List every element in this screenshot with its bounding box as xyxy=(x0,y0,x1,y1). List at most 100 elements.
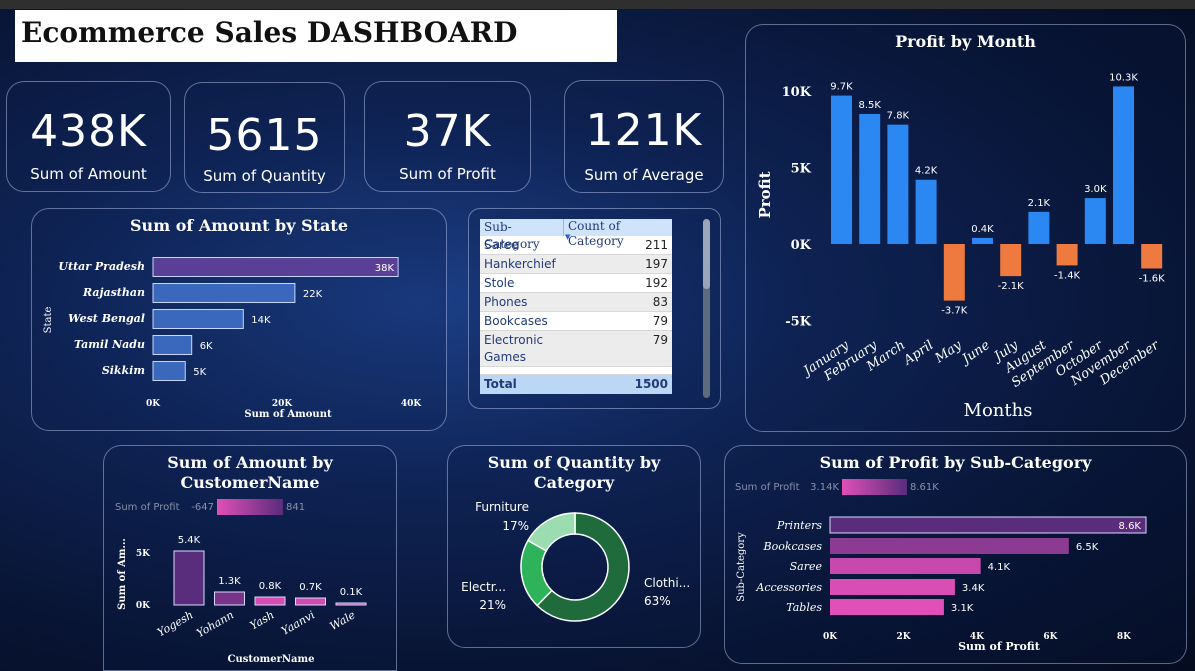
subcat-legend-gradient xyxy=(842,479,907,495)
customer-legend-title: Sum of Profit xyxy=(115,502,180,513)
month-chart-panel[interactable]: Profit by Month 9.7K January 8.5K February 7… xyxy=(745,24,1186,432)
table-scrollbar[interactable] xyxy=(703,219,710,398)
state-bar xyxy=(152,309,244,329)
customer-bar xyxy=(335,602,367,606)
table-row[interactable]: Phones 83 xyxy=(480,293,672,312)
table-row[interactable]: Electronic Games 79 xyxy=(480,331,672,367)
kpi-label: Sum of Quantity xyxy=(203,167,326,185)
month-data-label: 10.3K xyxy=(1109,72,1138,83)
month-bar xyxy=(1000,244,1022,277)
kpi-card-quantity[interactable]: 5615 Sum of Quantity xyxy=(184,82,345,193)
subcat-data-label: 6.5K xyxy=(1076,542,1099,553)
category-chart-panel[interactable]: Sum of Quantity by Category Clothi... 63%… xyxy=(447,445,701,648)
table-row[interactable]: Hankerchief 197 xyxy=(480,255,672,274)
customer-y-tick: 0K xyxy=(136,601,151,611)
subcat-category-label: Bookcases xyxy=(762,540,822,553)
customer-category-label: Yash xyxy=(248,608,277,632)
customer-legend-gradient xyxy=(217,499,283,515)
month-data-label: -1.4K xyxy=(1054,270,1081,281)
customer-data-label: 5.4K xyxy=(178,535,201,546)
total-value: 1500 xyxy=(634,377,668,391)
category-percent: 21% xyxy=(479,598,506,612)
month-y-tick: 5K xyxy=(791,162,812,177)
month-bar xyxy=(887,124,909,244)
customer-y-axis-label: Sum of Am... xyxy=(117,538,128,610)
cell-count: 197 xyxy=(645,257,668,271)
cell-count: 211 xyxy=(645,238,668,252)
state-data-label: 38K xyxy=(375,263,395,274)
category-slice xyxy=(536,512,630,622)
subcat-data-label: 3.4K xyxy=(962,583,985,594)
kpi-card-amount[interactable]: 438K Sum of Amount xyxy=(6,81,171,192)
month-data-label: 3.0K xyxy=(1084,184,1107,195)
table-header-subcategory[interactable]: Sub-Category xyxy=(480,219,564,251)
table-header: Sub-Category Count of Category ▼ xyxy=(480,219,672,251)
state-bar xyxy=(152,335,193,355)
subcat-chart: Sum of Profit 3.14K 8.61K Printers 8.6K Bookc… xyxy=(735,479,1147,653)
month-bar xyxy=(1028,211,1050,244)
month-category-label: April xyxy=(900,338,936,369)
cell-subcategory: Bookcases xyxy=(484,314,548,328)
subcat-category-label: Tables xyxy=(786,601,822,614)
kpi-card-profit[interactable]: 37K Sum of Profit xyxy=(364,81,531,192)
subcat-x-axis-label: Sum of Profit xyxy=(958,640,1041,653)
table-row[interactable]: Bookcases 79 xyxy=(480,312,672,331)
month-y-axis-label: Profit xyxy=(756,171,774,218)
kpi-label: Sum of Average xyxy=(584,166,704,184)
subcat-category-label: Saree xyxy=(790,560,823,573)
customer-category-label: Yohann xyxy=(194,608,236,640)
subcat-chart-panel[interactable]: Sum of Profit by Sub-Category Sum of Pro… xyxy=(724,445,1187,664)
month-bar xyxy=(943,244,965,301)
subcat-bar xyxy=(830,599,944,615)
subcat-data-label: 3.1K xyxy=(951,603,974,614)
month-chart: 9.7KJanuary8.5KFebruary7.8KMarch4.2KApri… xyxy=(756,72,1165,421)
state-category-label: West Bengal xyxy=(68,312,145,325)
cell-subcategory: Hankerchief xyxy=(484,257,556,271)
subcat-bar xyxy=(830,558,981,574)
customer-category-label: Yogesh xyxy=(155,608,195,639)
table-row[interactable]: Stole 192 xyxy=(480,274,672,293)
month-data-label: 7.8K xyxy=(887,111,910,122)
state-x-axis-label: Sum of Amount xyxy=(244,409,332,420)
month-bar xyxy=(1113,86,1134,244)
customer-legend-max: 841 xyxy=(286,502,305,513)
month-bar xyxy=(1084,198,1106,244)
category-slice xyxy=(526,512,576,552)
cell-subcategory: Stole xyxy=(484,276,515,290)
customer-data-label: 0.1K xyxy=(340,587,363,598)
subcat-x-tick: 8K xyxy=(1117,632,1132,642)
month-bar xyxy=(859,113,881,244)
state-chart-panel[interactable]: Sum of Amount by State Uttar Pradesh 38K R… xyxy=(31,208,447,431)
kpi-value: 37K xyxy=(403,106,492,157)
subcat-data-label: 4.1K xyxy=(988,562,1011,573)
month-data-label: -3.7K xyxy=(941,306,968,317)
month-chart-title: Profit by Month xyxy=(895,32,1036,51)
month-bar xyxy=(831,95,852,244)
kpi-value: 5615 xyxy=(206,110,323,161)
category-percent: 17% xyxy=(502,519,529,533)
month-bar xyxy=(1056,244,1078,266)
top-bar xyxy=(0,0,1195,9)
month-y-tick: 10K xyxy=(782,85,812,100)
subcat-x-tick: 0K xyxy=(823,632,838,642)
category-label: Electr... xyxy=(461,580,506,594)
customer-bar xyxy=(173,550,205,606)
state-category-label: Uttar Pradesh xyxy=(58,260,145,273)
subcat-x-tick: 6K xyxy=(1043,632,1058,642)
month-data-label: -2.1K xyxy=(998,281,1025,292)
month-bar xyxy=(972,237,993,244)
month-data-label: 0.4K xyxy=(971,224,994,235)
table-scrollbar-thumb[interactable] xyxy=(703,219,710,289)
kpi-value: 121K xyxy=(585,105,703,156)
subcat-y-axis-label: Sub-Category xyxy=(736,532,747,602)
state-bar xyxy=(152,361,186,381)
state-chart-title: Sum of Amount by State xyxy=(130,216,348,235)
month-bar xyxy=(915,179,937,244)
cell-subcategory: Saree xyxy=(484,238,519,252)
customer-chart-panel[interactable]: Sum of Amount by CustomerName Sum of Pro… xyxy=(103,445,397,671)
month-category-label: May xyxy=(932,338,965,367)
table-row[interactable]: Saree 211 xyxy=(480,236,672,255)
state-chart: Uttar Pradesh 38K Rajasthan 22K West Bengal 1… xyxy=(43,257,422,420)
table-header-count[interactable]: Count of Category ▼ xyxy=(564,219,672,248)
kpi-card-average[interactable]: 121K Sum of Average xyxy=(564,80,724,193)
